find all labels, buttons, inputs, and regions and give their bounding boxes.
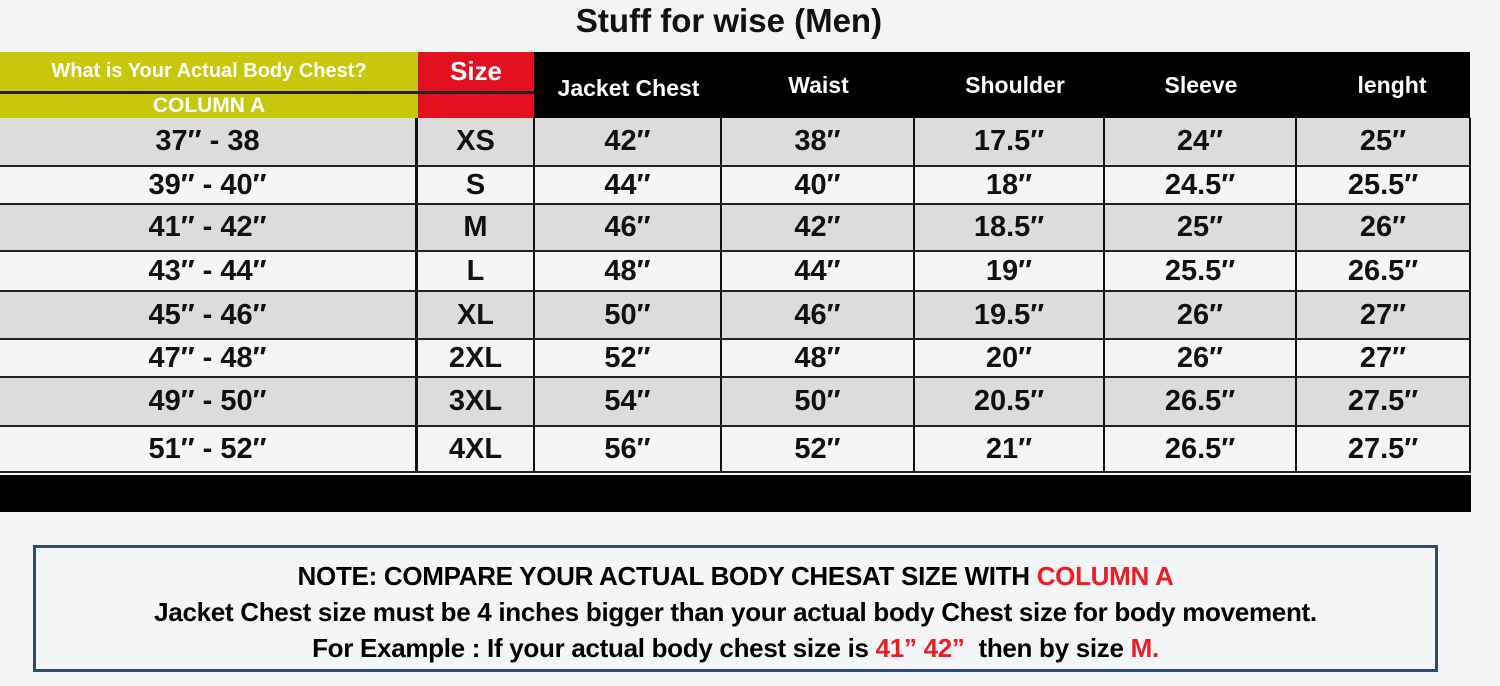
cell-jacket-chest: 56″: [535, 427, 722, 471]
cell-waist: 52″: [722, 427, 915, 471]
cell-length: 26″: [1297, 205, 1471, 250]
note-example-size: 41” 42”: [875, 633, 965, 663]
cell-sleeve: 26.5″: [1105, 378, 1297, 425]
cell-body-chest: 43″ - 44″: [0, 252, 418, 290]
cell-size: L: [418, 252, 535, 290]
cell-body-chest: 37″ - 38: [0, 118, 418, 165]
table-row: 43″ - 44″ L 48″ 44″ 19″ 25.5″ 26.5″: [0, 252, 1471, 292]
cell-sleeve: 24.5″: [1105, 167, 1297, 203]
cell-body-chest: 39″ - 40″: [0, 167, 418, 203]
size-table-body: 37″ - 38 XS 42″ 38″ 17.5″ 24″ 25″ 39″ - 40″ S 44″…: [0, 118, 1471, 473]
cell-waist: 46″: [722, 292, 915, 338]
header-length: lenght: [1357, 71, 1427, 98]
cell-jacket-chest: 50″: [535, 292, 722, 338]
cell-size: 4XL: [418, 427, 535, 471]
cell-jacket-chest: 42″: [535, 118, 722, 165]
note-line3: For Example : If your actual body chest …: [312, 633, 876, 663]
cell-waist: 38″: [722, 118, 915, 165]
page-title: Stuff for wise (Men): [575, 2, 883, 39]
cell-jacket-chest: 46″: [535, 205, 722, 250]
header-shoulder: Shoulder: [965, 71, 1065, 98]
cell-shoulder: 20″: [915, 340, 1105, 376]
table-row: 37″ - 38 XS 42″ 38″ 17.5″ 24″ 25″: [0, 118, 1471, 167]
cell-length: 27″: [1297, 292, 1471, 338]
header-size-fill: [418, 94, 534, 118]
cell-length: 25″: [1297, 118, 1471, 165]
cell-shoulder: 19.5″: [915, 292, 1105, 338]
cell-jacket-chest: 54″: [535, 378, 722, 425]
cell-shoulder: 18.5″: [915, 205, 1105, 250]
note-column-a: COLUMN A: [1036, 561, 1174, 591]
cell-waist: 44″: [722, 252, 915, 290]
cell-sleeve: 25″: [1105, 205, 1297, 250]
header-size: Size: [418, 52, 534, 94]
cell-shoulder: 21″: [915, 427, 1105, 471]
table-row: 49″ - 50″ 3XL 54″ 50″ 20.5″ 26.5″ 27.5″: [0, 378, 1471, 427]
table-row: 47″ - 48″ 2XL 52″ 48″ 20″ 26″ 27″: [0, 340, 1471, 378]
table-row: 41″ - 42″ M 46″ 42″ 18.5″ 25″ 26″: [0, 205, 1471, 252]
cell-waist: 48″: [722, 340, 915, 376]
cell-length: 27.5″: [1297, 427, 1471, 471]
note-example-letter: M.: [1130, 633, 1160, 663]
table-row: 39″ - 40″ S 44″ 40″ 18″ 24.5″ 25.5″: [0, 167, 1471, 205]
cell-length: 26.5″: [1297, 252, 1471, 290]
cell-body-chest: 49″ - 50″: [0, 378, 418, 425]
cell-sleeve: 26″: [1105, 340, 1297, 376]
cell-shoulder: 18″: [915, 167, 1105, 203]
cell-size: XS: [418, 118, 535, 165]
cell-size: 2XL: [418, 340, 535, 376]
cell-waist: 50″: [722, 378, 915, 425]
header-background: [534, 52, 1470, 118]
cell-sleeve: 25.5″: [1105, 252, 1297, 290]
cell-size: 3XL: [418, 378, 535, 425]
header-column-a: COLUMN A: [0, 94, 418, 118]
cell-sleeve: 24″: [1105, 118, 1297, 165]
cell-sleeve: 26.5″: [1105, 427, 1297, 471]
note-box: NOTE: COMPARE YOUR ACTUAL BODY CHESAT SI…: [33, 545, 1438, 672]
cell-shoulder: 19″: [915, 252, 1105, 290]
cell-waist: 42″: [722, 205, 915, 250]
table-footer-bar: [0, 475, 1471, 512]
cell-sleeve: 26″: [1105, 292, 1297, 338]
table-row: 45″ - 46″ XL 50″ 46″ 19.5″ 26″ 27″: [0, 292, 1471, 340]
cell-size: S: [418, 167, 535, 203]
header-waist: Waist: [788, 71, 849, 98]
cell-jacket-chest: 44″: [535, 167, 722, 203]
cell-body-chest: 51″ - 52″: [0, 427, 418, 471]
cell-jacket-chest: 52″: [535, 340, 722, 376]
cell-size: M: [418, 205, 535, 250]
cell-body-chest: 45″ - 46″: [0, 292, 418, 338]
cell-length: 27.5″: [1297, 378, 1471, 425]
note-line1: NOTE: COMPARE YOUR ACTUAL BODY CHESAT SI…: [297, 561, 1037, 591]
cell-length: 27″: [1297, 340, 1471, 376]
cell-body-chest: 47″ - 48″: [0, 340, 418, 376]
header-chest-question: What is Your Actual Body Chest?: [0, 52, 418, 94]
cell-shoulder: 20.5″: [915, 378, 1105, 425]
table-row: 51″ - 52″ 4XL 56″ 52″ 21″ 26.5″ 27.5″: [0, 427, 1471, 473]
cell-jacket-chest: 48″: [535, 252, 722, 290]
cell-shoulder: 17.5″: [915, 118, 1105, 165]
cell-waist: 40″: [722, 167, 915, 203]
cell-body-chest: 41″ - 42″: [0, 205, 418, 250]
cell-length: 25.5″: [1297, 167, 1471, 203]
note-line2: Jacket Chest size must be 4 inches bigge…: [154, 597, 1317, 627]
header-jacket-chest: Jacket Chest: [557, 74, 700, 101]
cell-size: XL: [418, 292, 535, 338]
note-line3-b: then by size: [964, 633, 1131, 663]
header-sleeve: Sleeve: [1164, 71, 1238, 98]
